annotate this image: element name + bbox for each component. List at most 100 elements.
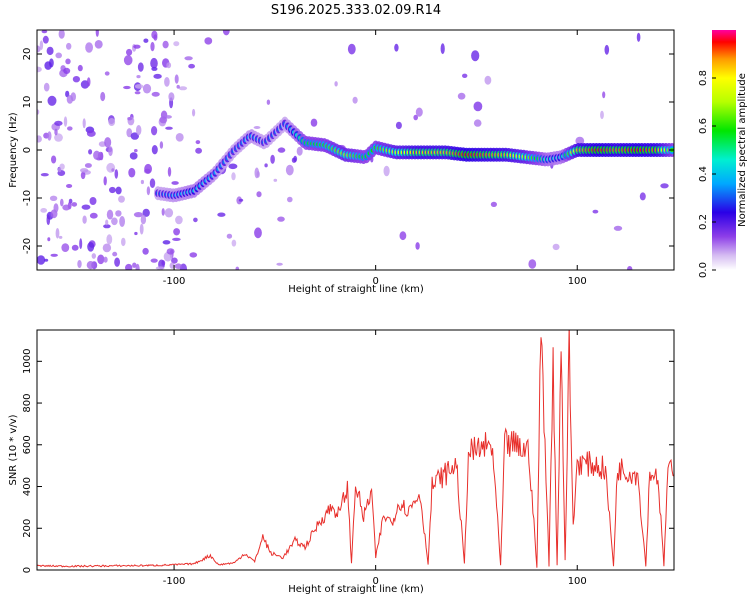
- spectrogram-noise-cell: [270, 154, 275, 164]
- spectrogram-noise-cell: [395, 121, 402, 130]
- spectrogram-noise-cell: [383, 165, 390, 177]
- spectrogram-noise-cell: [151, 126, 158, 136]
- spectrogram-noise-cell: [144, 163, 153, 174]
- spectrogram-noise-cell: [87, 242, 95, 252]
- spectrogram-noise-cell: [627, 266, 633, 270]
- spectrogram-noise-cell: [161, 208, 165, 216]
- spectrogram-noise-cell: [238, 198, 244, 202]
- colorbar-tick-label: 0.0: [698, 262, 709, 278]
- spectrogram-noise-cell: [226, 233, 233, 239]
- spectrogram-noise-cell: [94, 40, 103, 49]
- spectrogram-noise-cell: [104, 137, 112, 148]
- spectrogram-noise-cell: [462, 73, 468, 79]
- spectrogram-noise-cell: [66, 42, 72, 50]
- spectrogram-noise-cell: [134, 84, 144, 89]
- chart-title: S196.2025.333.02.09.R14: [271, 3, 441, 18]
- spectrogram-noise-cell: [604, 44, 610, 55]
- spectrogram-noise-cell: [129, 152, 138, 160]
- y-tick-label: -20: [22, 238, 33, 254]
- colorbar: 0.0 0.2 0.4 0.6 0.8 Normalized spectral ampl…: [698, 30, 748, 278]
- spectrogram-noise-cell: [128, 167, 136, 178]
- spectrogram-noise-cell: [235, 266, 240, 270]
- x-tick-label: 0: [372, 276, 378, 287]
- spectrogram-noise-cell: [171, 181, 179, 185]
- spectrogram-noise-cell: [168, 92, 175, 102]
- spectrogram-noise-cell: [49, 195, 58, 201]
- spectrogram-noise-cell: [54, 120, 63, 126]
- y-tick-label: 20: [22, 48, 33, 61]
- spectrogram-noise-cell: [114, 169, 119, 179]
- spectrogram-noise-cell: [266, 99, 271, 105]
- spectrogram-noise-cell: [155, 266, 165, 270]
- spectrogram-noise-cell: [47, 95, 57, 106]
- spectrogram-noise-cell: [127, 117, 132, 121]
- spectrogram-noise-cell: [166, 248, 175, 255]
- spectrogram-noise-cell: [43, 82, 50, 92]
- spectrogram-noise-cell: [100, 91, 106, 102]
- spectrogram-noise-cell: [473, 101, 483, 112]
- spectrogram-noise-cell: [169, 262, 175, 269]
- spectrogram-noise-cell: [86, 130, 96, 137]
- spectrogram-noise-cell: [178, 86, 188, 91]
- spectrogram-noise-cell: [153, 73, 162, 79]
- y-tick-label: 200: [22, 519, 33, 538]
- spectrogram-noise-cell: [165, 126, 173, 130]
- spectrogram-noise-cell: [134, 231, 138, 236]
- spectrogram-noise-cell: [108, 146, 113, 157]
- y-tick-label: 0: [22, 567, 33, 573]
- spectrogram-noise-cell: [490, 201, 497, 207]
- spectrogram-noise-cell: [136, 125, 142, 136]
- spectrogram-noise-cell: [91, 253, 97, 259]
- spectrogram-noise-cell: [118, 195, 125, 203]
- spectrogram-noise-cell: [65, 58, 71, 65]
- spectrogram-noise-cell: [104, 71, 110, 76]
- spectrogram-noise-cell: [44, 258, 49, 262]
- spectrogram-noise-cell: [146, 186, 151, 196]
- spectrogram-noise-cell: [62, 204, 71, 211]
- spectrogram-noise-cell: [133, 44, 141, 49]
- colorbar-tick-label: 0.2: [698, 214, 709, 230]
- spectrogram-noise-cell: [173, 228, 181, 236]
- snr-y-axis: 0 200 400 600 800 1000: [22, 349, 674, 573]
- spectrogram-noise-cell: [415, 107, 423, 117]
- x-tick-label: 100: [568, 276, 587, 287]
- spectrogram-noise-cell: [473, 119, 482, 127]
- x-tick-label: 0: [372, 576, 378, 587]
- spectrogram-noise-cell: [51, 155, 57, 164]
- spectrogram-noise-cell: [287, 196, 293, 203]
- spectrogram-noise-cell: [89, 212, 98, 219]
- spectrogram-noise-cell: [66, 95, 74, 104]
- spectrogram-noise-cell: [93, 150, 101, 160]
- y-tick-label: 400: [22, 477, 33, 496]
- spectrogram-noise-cell: [231, 239, 237, 247]
- spectrogram-noise-cell: [46, 214, 51, 226]
- y-tick-label: 0: [22, 147, 33, 153]
- spectrogram-noise-cell: [103, 256, 108, 263]
- spectrogram-noise-cell: [63, 116, 68, 127]
- spectrogram-noise-cell: [293, 155, 298, 162]
- spectrogram-noise-cell: [77, 64, 83, 72]
- spectrogram-noise-cell: [276, 262, 283, 266]
- spectrogram-noise-cell: [115, 186, 122, 195]
- spectrogram-noise-cell: [55, 228, 60, 239]
- spectrogram-noise-cell: [222, 30, 230, 36]
- spectrogram-x-axis-label: Height of straight line (km): [288, 284, 424, 295]
- spectrogram-noise-cell: [440, 43, 445, 55]
- x-tick-label: -100: [163, 576, 186, 587]
- spectrogram-noise-cell: [256, 191, 262, 198]
- spectrogram-noise-cell: [334, 81, 338, 87]
- spectrogram-noise-cell: [63, 67, 71, 74]
- spectrogram-noise-cell: [162, 40, 169, 49]
- spectrogram-noise-cell: [41, 30, 48, 34]
- spectrogram-noise-cell: [119, 216, 125, 227]
- spectrogram-noise-cell: [54, 133, 63, 142]
- spectrogram-noise-cell: [175, 215, 183, 225]
- spectrogram-noise-cell: [109, 186, 116, 194]
- spectrogram-y-axis: -20 -10 0 10 20: [22, 48, 674, 254]
- spectrogram-noise-cell: [46, 46, 54, 56]
- spectrogram-noise-cell: [102, 243, 112, 253]
- spectrogram-noise-cell: [39, 40, 44, 50]
- spectrogram-noise-cell: [195, 147, 203, 154]
